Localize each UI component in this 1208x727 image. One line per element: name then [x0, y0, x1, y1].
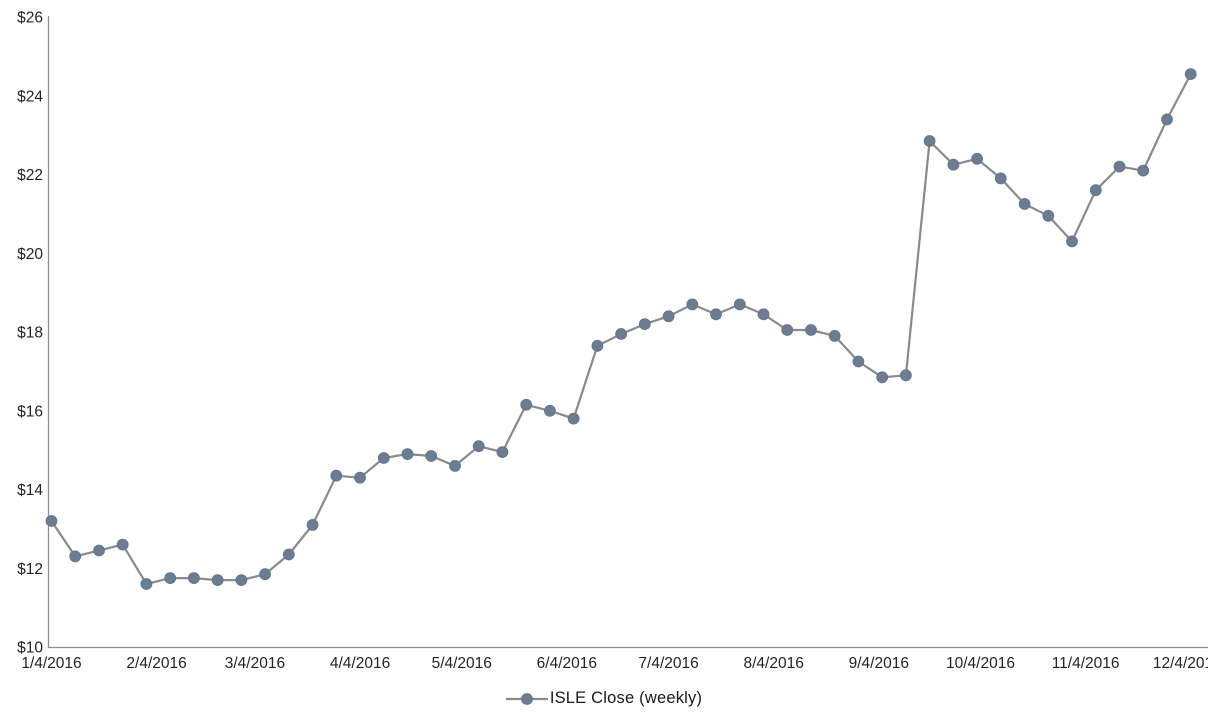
data-point-marker — [947, 158, 960, 171]
x-tick-label: 2/4/2016 — [126, 655, 186, 672]
x-tick-label: 6/4/2016 — [537, 655, 597, 672]
legend-marker-icon — [505, 692, 548, 705]
data-point-marker — [876, 371, 889, 384]
data-point-marker — [757, 308, 770, 321]
data-point-marker — [449, 460, 461, 472]
data-point-marker — [330, 469, 343, 482]
data-point-marker — [401, 448, 414, 461]
data-point-marker — [93, 544, 105, 557]
x-tick-label: 1/4/2016 — [21, 655, 81, 672]
data-point-marker — [828, 330, 841, 342]
x-tick-label: 9/4/2016 — [849, 655, 909, 672]
data-point-marker — [567, 412, 580, 425]
data-point-marker — [1066, 235, 1078, 248]
y-tick-label: $16 — [17, 403, 43, 420]
data-point-marker — [1018, 198, 1031, 210]
x-tick-label: 3/4/2016 — [225, 655, 285, 672]
data-point-marker — [662, 310, 675, 323]
data-point-marker — [520, 398, 533, 411]
legend: ISLE Close (weekly) — [0, 689, 1208, 708]
data-point-marker — [805, 324, 817, 336]
data-point-marker — [282, 548, 295, 561]
data-point-marker — [710, 308, 722, 321]
x-tick-label: 5/4/2016 — [432, 655, 492, 672]
data-point-marker — [45, 515, 58, 527]
data-point-marker — [259, 568, 272, 581]
data-point-marker — [116, 538, 129, 551]
x-tick-label: 8/4/2016 — [744, 655, 804, 672]
data-point-marker — [923, 135, 936, 147]
data-point-marker — [1137, 164, 1150, 177]
data-point-marker — [211, 574, 224, 586]
data-point-marker — [188, 572, 200, 584]
data-point-marker — [733, 298, 746, 311]
y-tick-label: $24 — [17, 88, 43, 105]
data-point-marker — [1113, 160, 1126, 173]
data-point-marker — [1042, 209, 1055, 222]
data-point-marker — [1089, 184, 1102, 197]
data-point-marker — [686, 298, 699, 311]
data-point-marker — [425, 450, 438, 462]
y-tick-label: $22 — [17, 167, 43, 184]
x-tick-label: 4/4/2016 — [330, 655, 390, 672]
data-point-marker — [900, 369, 912, 382]
data-point-marker — [994, 172, 1007, 185]
data-point-marker — [496, 446, 509, 459]
x-tick-label: 7/4/2016 — [638, 655, 698, 672]
data-point-marker — [615, 328, 627, 340]
data-point-marker — [354, 471, 366, 484]
data-point-marker — [971, 152, 983, 165]
y-tick-label: $18 — [17, 325, 43, 342]
data-point-marker — [852, 355, 865, 368]
y-tick-label: $20 — [17, 246, 43, 263]
data-point-marker — [472, 440, 485, 453]
data-point-marker — [781, 324, 794, 336]
data-point-marker — [591, 339, 604, 352]
x-tick-label: 11/4/2016 — [1052, 655, 1120, 672]
data-point-marker — [306, 519, 319, 531]
data-point-marker — [1184, 68, 1197, 80]
y-tick-label: $14 — [17, 482, 43, 499]
data-point-marker — [544, 404, 556, 417]
data-point-marker — [140, 578, 153, 590]
data-point-marker — [1161, 113, 1173, 126]
y-tick-label: $12 — [17, 561, 43, 578]
y-tick-label: $10 — [17, 640, 43, 657]
data-point-marker — [377, 452, 390, 464]
legend-series-label: ISLE Close (weekly) — [549, 689, 703, 707]
data-point-marker — [638, 318, 651, 331]
x-tick-label: 10/4/2016 — [946, 655, 1015, 672]
y-tick-label: $26 — [17, 10, 43, 27]
x-tick-label: 12/4/2016 — [1153, 655, 1208, 672]
data-point-marker — [164, 572, 177, 584]
data-point-marker — [235, 574, 248, 586]
data-point-marker — [69, 550, 82, 563]
